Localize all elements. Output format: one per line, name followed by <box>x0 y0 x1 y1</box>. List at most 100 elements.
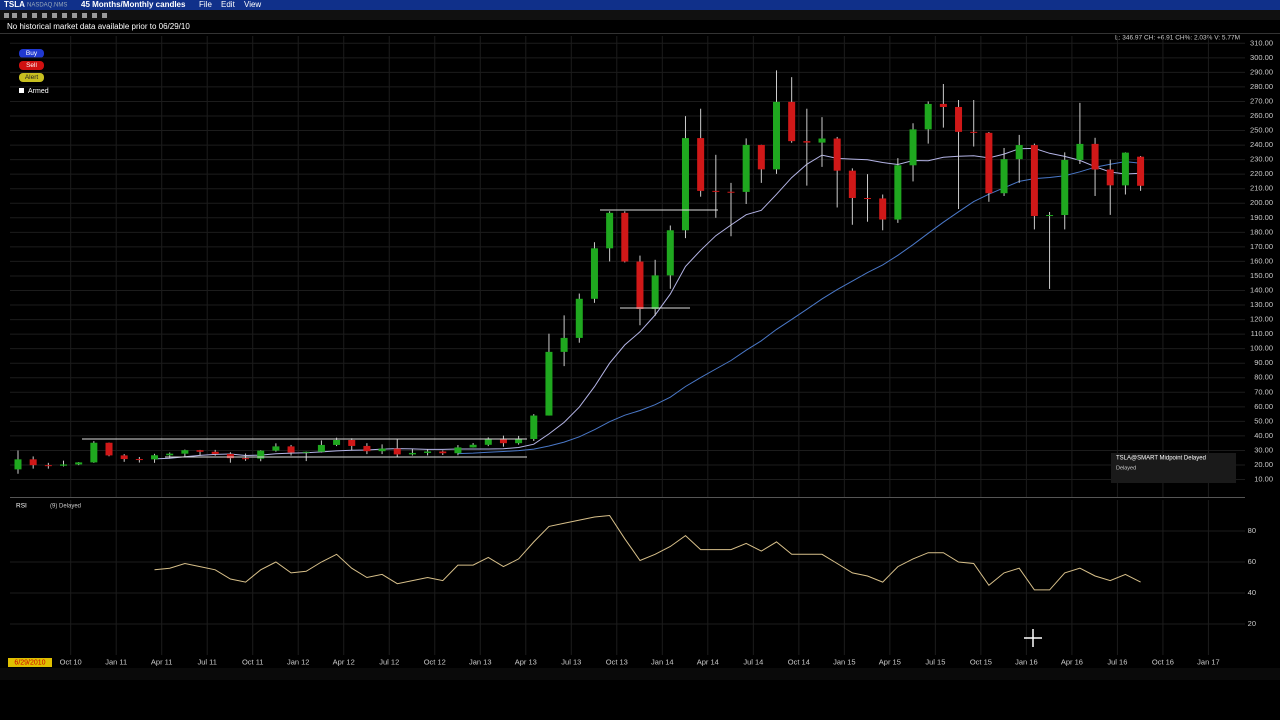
candle-body <box>363 445 371 452</box>
y-tick-label: 80.00 <box>1254 373 1273 382</box>
y-tick-label: 50.00 <box>1254 416 1273 425</box>
x-tick-label: Apr 14 <box>697 657 719 666</box>
candle-body <box>879 198 887 220</box>
alert-label: Alert <box>25 74 39 81</box>
x-tick-label: Jul 11 <box>197 657 216 666</box>
x-tick-label: Jul 12 <box>379 657 399 666</box>
candle-body <box>226 453 234 459</box>
candle-body <box>894 165 902 220</box>
candle-body <box>1046 215 1054 217</box>
y-tick-label: 60.00 <box>1254 402 1273 411</box>
panel-divider <box>10 497 1245 498</box>
candle-body <box>181 450 189 454</box>
candle-body <box>590 248 598 299</box>
candle-body <box>242 458 250 460</box>
y-tick-label: 40 <box>1248 588 1256 597</box>
candle-body <box>484 439 492 445</box>
candle-body <box>333 439 341 445</box>
menu-file[interactable]: File <box>199 0 212 9</box>
buy-button[interactable] <box>19 49 44 58</box>
y-tick-label: 140.00 <box>1250 285 1273 294</box>
candle-body <box>818 138 826 143</box>
x-tick-label: Jan 13 <box>469 657 492 666</box>
buy-label: Buy <box>26 50 38 57</box>
drawn-lines <box>82 209 718 458</box>
sell-button[interactable] <box>19 61 44 70</box>
candle-body <box>560 337 568 352</box>
y-tick-label: 160.00 <box>1250 256 1273 265</box>
y-tick-label: 100.00 <box>1250 344 1273 353</box>
candle-body <box>712 190 720 192</box>
x-tick-label: Oct 10 <box>60 657 82 666</box>
candle-body <box>621 212 629 262</box>
candle-body <box>257 450 265 459</box>
y-tick-label: 30.00 <box>1254 445 1273 454</box>
candle-body <box>651 275 659 309</box>
sma-line <box>457 161 1141 455</box>
candle-body <box>803 141 811 143</box>
y-tick-label: 220.00 <box>1250 169 1273 178</box>
y-tick-label: 10.00 <box>1254 475 1273 484</box>
y-tick-label: 250.00 <box>1250 126 1273 135</box>
y-tick-label: 170.00 <box>1250 242 1273 251</box>
candle-body <box>166 453 174 456</box>
candle-body <box>499 439 507 444</box>
candle-body <box>575 298 583 338</box>
x-tick-label: Jul 13 <box>561 657 581 666</box>
candle-body <box>14 459 22 470</box>
candle-body <box>378 448 386 452</box>
x-tick-label: Jan 14 <box>651 657 674 666</box>
x-tick-label: Apr 15 <box>879 657 901 666</box>
toolbar-icons <box>4 13 107 18</box>
y-tick-label: 230.00 <box>1250 155 1273 164</box>
y-tick-label: 20.00 <box>1254 460 1273 469</box>
candle-body <box>848 170 856 199</box>
exchange: NASDAQ.NMS <box>27 3 67 9</box>
y-tick-label: 40.00 <box>1254 431 1273 440</box>
scroll-bar[interactable] <box>0 668 1280 680</box>
x-tick-label: Jan 11 <box>105 657 127 666</box>
y-tick-label: 190.00 <box>1250 213 1273 222</box>
y-tick-label: 120.00 <box>1250 315 1273 324</box>
armed-checkbox[interactable] <box>19 88 24 93</box>
candle-body <box>515 438 523 444</box>
y-tick-label: 290.00 <box>1250 67 1273 76</box>
candle-body <box>1106 169 1114 186</box>
menu-view[interactable]: View <box>244 0 261 9</box>
candle-body <box>317 444 325 452</box>
candle-body <box>287 446 295 453</box>
candle-body <box>909 129 917 166</box>
y-tick-label: 310.00 <box>1250 38 1273 47</box>
x-tick-label: Apr 13 <box>515 657 537 666</box>
candle-body <box>742 144 750 192</box>
x-tick-label: Apr 12 <box>333 657 355 666</box>
candle-body <box>90 442 98 463</box>
symbol: TSLA <box>4 0 25 9</box>
y-tick-label: 280.00 <box>1250 82 1273 91</box>
x-tick-label: Oct 15 <box>970 657 992 666</box>
candle-body <box>939 103 947 107</box>
candle-body <box>773 101 780 170</box>
divider <box>0 33 1280 34</box>
y-tick-label: 20 <box>1248 619 1256 628</box>
candle-body <box>833 138 841 171</box>
y-tick-label: 210.00 <box>1250 184 1273 193</box>
x-tick-label: Jan 12 <box>287 657 310 666</box>
alert-button[interactable] <box>19 73 44 82</box>
x-tick-label: Jan 16 <box>1015 657 1038 666</box>
y-tick-label: 70.00 <box>1254 387 1273 396</box>
candle-body <box>29 459 37 466</box>
candle-body <box>970 131 978 133</box>
x-tick-label: Jul 16 <box>1107 657 1127 666</box>
candle-body <box>727 191 735 193</box>
candle-body <box>439 451 447 454</box>
y-tick-label: 150.00 <box>1250 271 1273 280</box>
notice: No historical market data available prio… <box>7 22 190 31</box>
candle-body <box>788 101 796 142</box>
x-tick-label: Oct 13 <box>606 657 628 666</box>
period-selector[interactable]: 45 Months/Monthly candles <box>81 0 186 9</box>
menu-edit[interactable]: Edit <box>221 0 236 9</box>
rsi-setting: (9) Delayed <box>50 504 81 510</box>
y-tick-label: 90.00 <box>1254 358 1273 367</box>
